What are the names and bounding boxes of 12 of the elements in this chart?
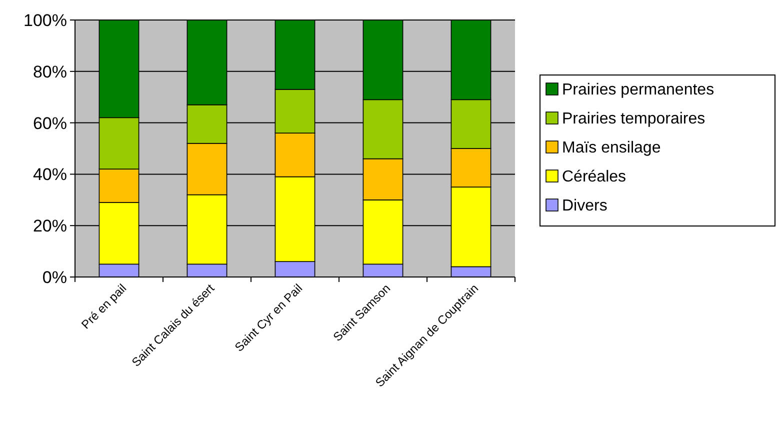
y-tick-label: 60% <box>32 114 67 133</box>
x-tick-label: Pré en pail <box>78 281 130 332</box>
y-tick-label: 0% <box>42 268 67 287</box>
legend-label: Divers <box>562 198 608 215</box>
legend-label: Maïs ensilage <box>562 140 661 157</box>
legend-label: Céréales <box>562 168 626 186</box>
legend-label: Prairies permanentes <box>562 82 714 99</box>
y-tick-label: 100% <box>24 10 67 30</box>
y-tick-label: 80% <box>32 62 67 82</box>
legend-label: Prairies temporaires <box>562 110 706 128</box>
y-tick-label: 20% <box>32 216 67 236</box>
y-tick-label: 40% <box>32 165 67 184</box>
